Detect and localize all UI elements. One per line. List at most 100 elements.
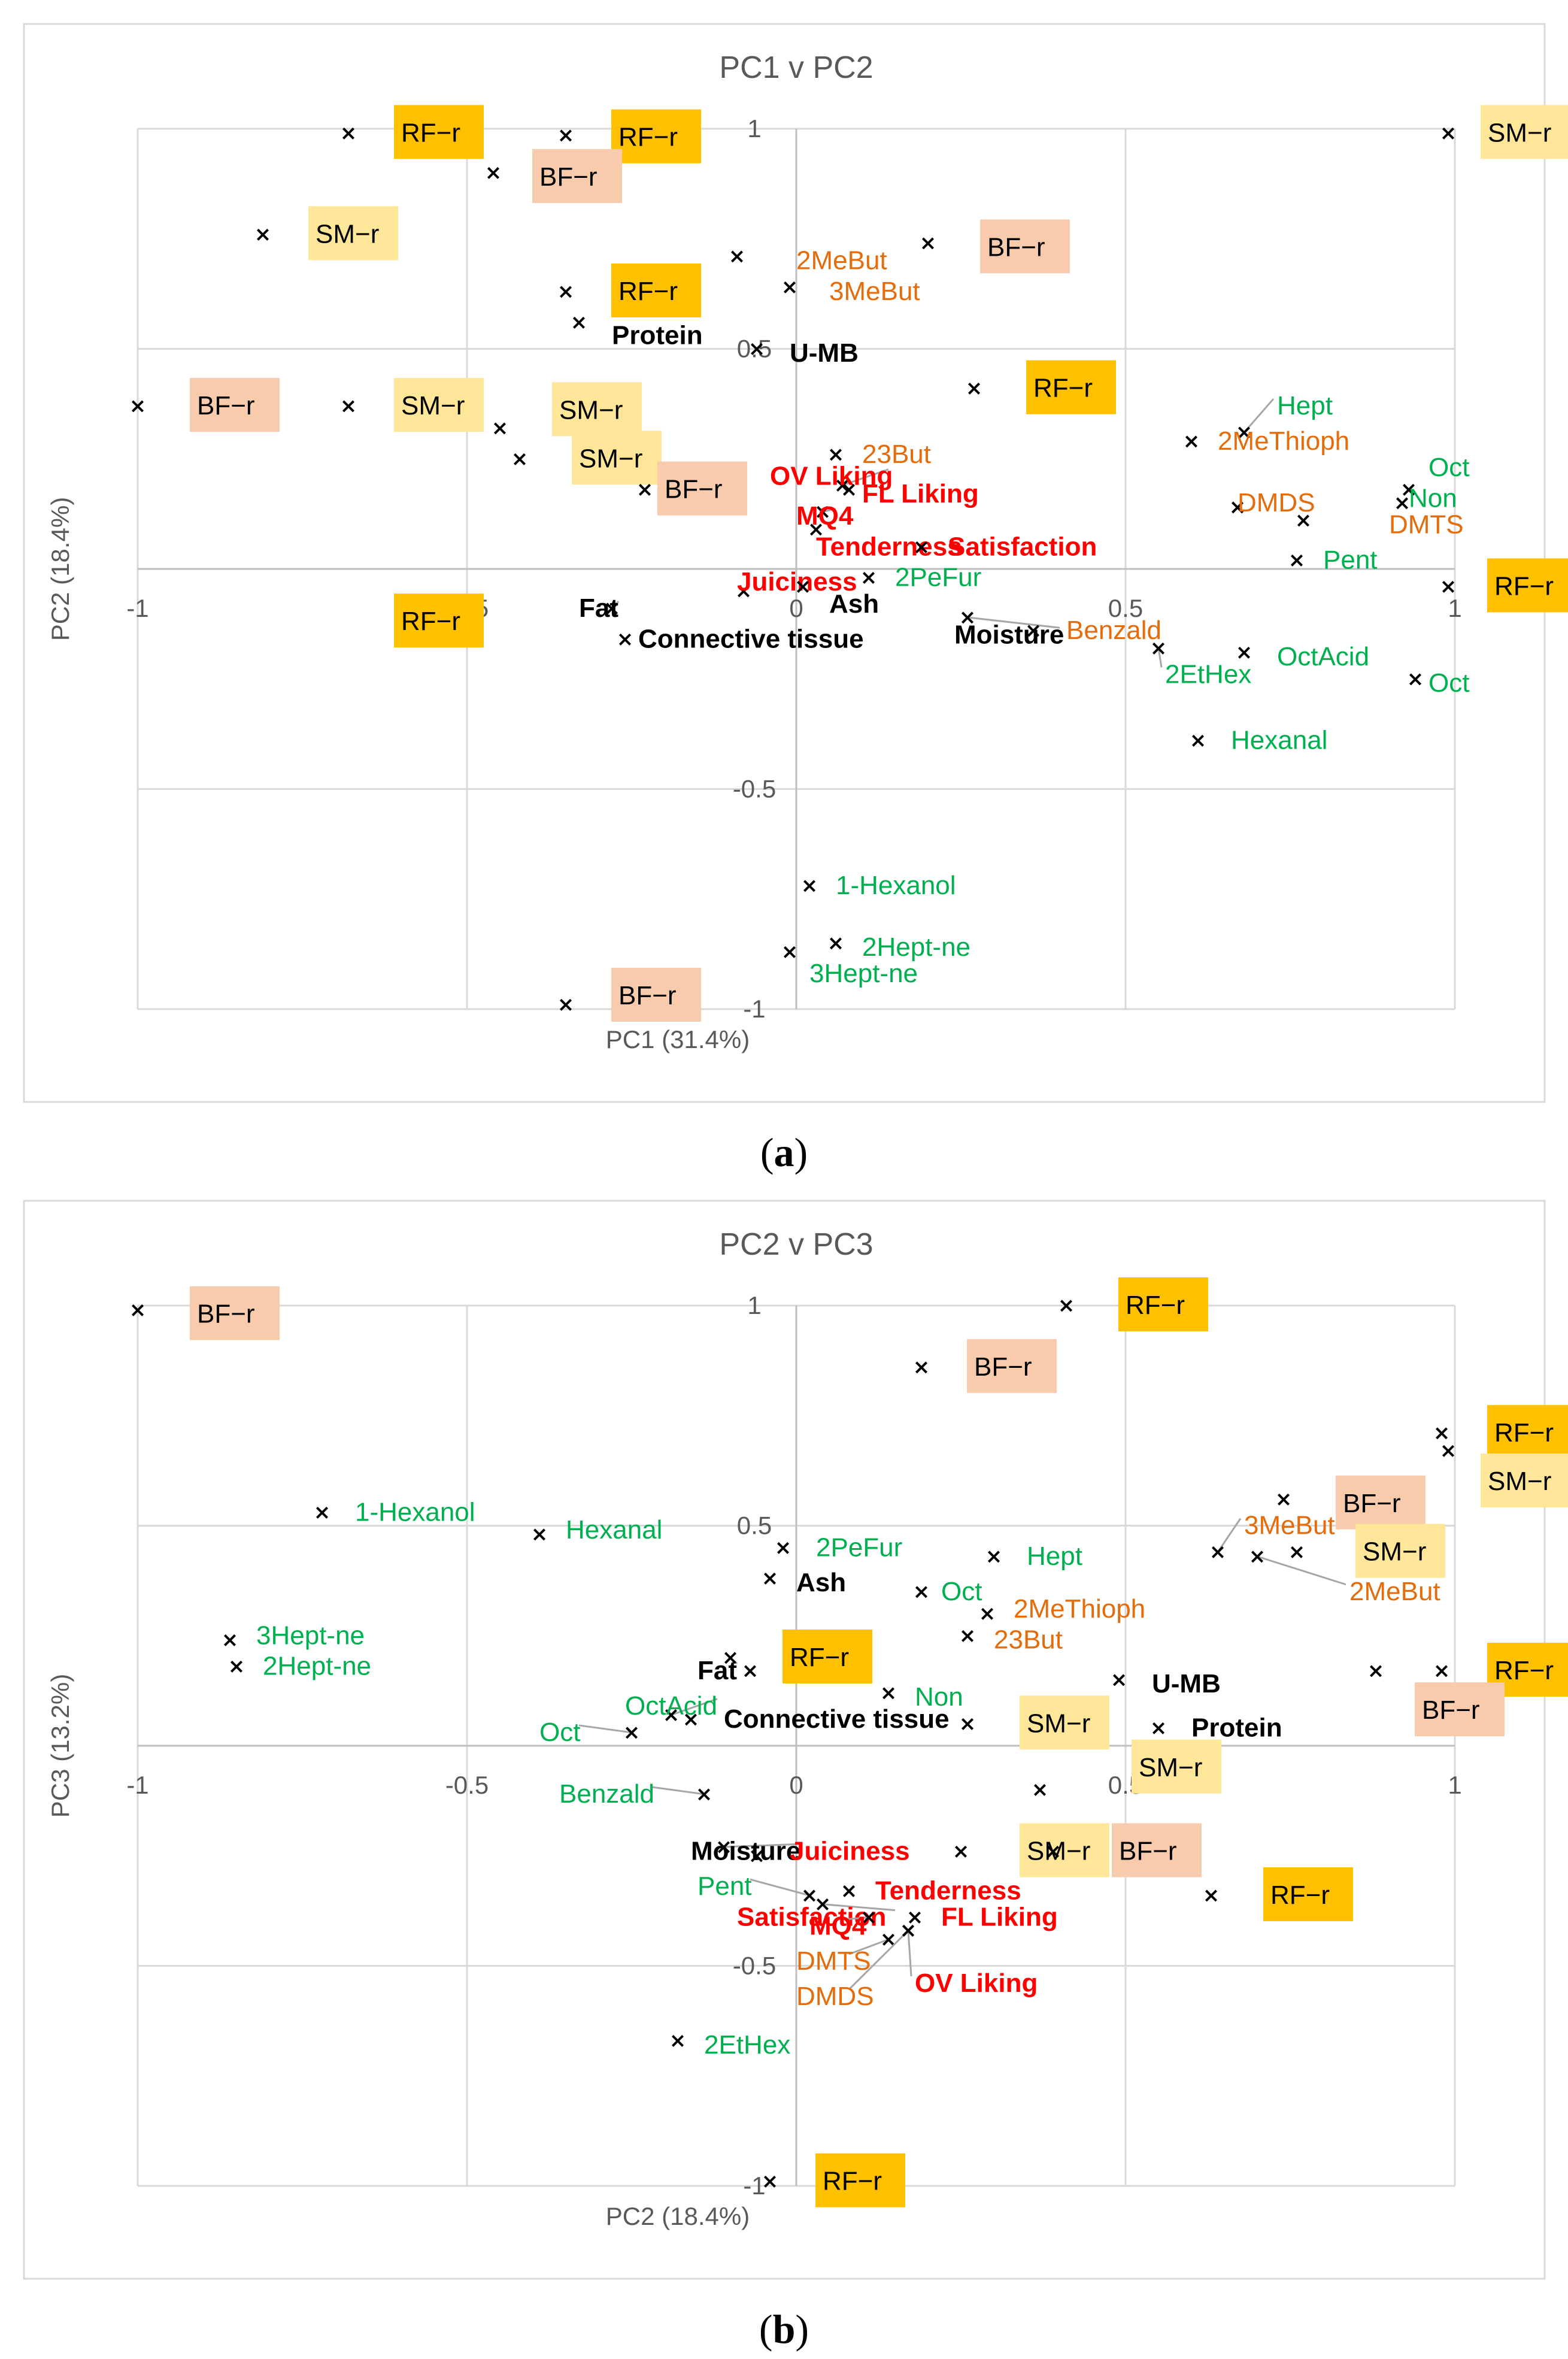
point-marker: × bbox=[900, 1919, 917, 1943]
point-label: SM−r bbox=[1027, 1709, 1090, 1738]
point-marker: × bbox=[979, 1602, 996, 1626]
point-label-box bbox=[980, 219, 1070, 274]
point-label: 2MeThioph bbox=[1014, 1594, 1145, 1624]
point-label-box bbox=[394, 593, 484, 648]
point-label: RF−r bbox=[1494, 1418, 1554, 1448]
y-tick-label: -0.5 bbox=[733, 1952, 776, 1980]
y-tick-label: 0.5 bbox=[737, 335, 772, 363]
x-tick-label: 0.5 bbox=[1108, 594, 1143, 622]
point-marker: × bbox=[571, 310, 588, 334]
point-label-box bbox=[967, 1339, 1057, 1393]
point-marker: × bbox=[841, 1879, 858, 1903]
x-tick-label: 0 bbox=[789, 1771, 803, 1799]
point-label: 2PeFur bbox=[816, 1533, 902, 1562]
caption-a-letter: a bbox=[774, 1129, 794, 1175]
point-label: BF−r bbox=[1422, 1695, 1480, 1725]
leader-line bbox=[1217, 1518, 1242, 1553]
x-tick-label: 0 bbox=[789, 594, 803, 622]
point-marker: × bbox=[814, 499, 832, 523]
point-marker: × bbox=[129, 394, 147, 418]
caption-a: (a) bbox=[760, 1129, 808, 1175]
point-label-box bbox=[1481, 105, 1568, 159]
leader-line bbox=[907, 1930, 912, 1976]
point-label: DMTS bbox=[796, 1946, 871, 1976]
point-marker: × bbox=[1433, 1659, 1451, 1683]
point-label: U-MB bbox=[790, 338, 859, 368]
point-label: SM−r bbox=[1027, 1836, 1090, 1866]
caption-b-letter: b bbox=[772, 2306, 796, 2352]
point-marker: × bbox=[636, 478, 654, 502]
point-label-box bbox=[783, 1630, 872, 1683]
point-label: 2Hept-ne bbox=[263, 1652, 371, 1681]
point-marker: × bbox=[1394, 491, 1411, 515]
leader-line bbox=[671, 1698, 718, 1716]
point-marker: × bbox=[1045, 1839, 1062, 1863]
point-marker: × bbox=[748, 337, 766, 361]
leader-line bbox=[1257, 1555, 1346, 1586]
point-label: Oct bbox=[1429, 668, 1469, 698]
point-label-box bbox=[308, 206, 398, 261]
point-label: SM−r bbox=[579, 444, 642, 473]
point-label: RF−r bbox=[790, 1643, 849, 1672]
point-label: Connective tissue bbox=[638, 625, 864, 654]
point-label-box bbox=[1020, 1823, 1109, 1877]
chart-title: PC1 v PC2 bbox=[719, 50, 873, 85]
y-tick-label: -0.5 bbox=[733, 775, 776, 803]
point-marker: × bbox=[808, 517, 825, 541]
point-marker: × bbox=[775, 1536, 792, 1559]
point-label: SM−r bbox=[316, 219, 379, 249]
point-marker: × bbox=[781, 940, 799, 964]
point-label: BF−r bbox=[987, 232, 1045, 262]
point-label: RF−r bbox=[1033, 374, 1093, 403]
leader-line bbox=[723, 1843, 797, 1848]
point-label: Oct bbox=[539, 1718, 580, 1747]
point-label: RF−r bbox=[618, 123, 678, 152]
point-label-box bbox=[394, 105, 484, 159]
leader-line bbox=[651, 1786, 705, 1795]
point-marker: × bbox=[1288, 548, 1306, 572]
point-label: SM−r bbox=[559, 395, 623, 425]
point-label: BF−r bbox=[665, 475, 723, 504]
x-tick-label: -1 bbox=[126, 1771, 148, 1799]
point-marker: × bbox=[834, 473, 851, 497]
point-marker: × bbox=[1025, 619, 1042, 643]
y-axis-label: PC3 (13.2%) bbox=[46, 1674, 74, 1818]
point-marker: × bbox=[827, 931, 845, 955]
point-marker: × bbox=[762, 1567, 779, 1591]
point-label: 3Hept-ne bbox=[256, 1621, 365, 1650]
point-label: BF−r bbox=[618, 981, 677, 1010]
point-label-box bbox=[572, 431, 662, 485]
point-label: Fat bbox=[697, 1656, 737, 1685]
point-marker: × bbox=[617, 628, 634, 652]
leader-line bbox=[822, 508, 836, 513]
point-label: 3MeBut bbox=[1244, 1511, 1335, 1540]
point-marker: × bbox=[1236, 641, 1253, 665]
point-marker: × bbox=[557, 280, 575, 304]
point-marker: × bbox=[814, 1892, 832, 1916]
point-label: 2Hept-ne bbox=[862, 932, 970, 962]
leader-line bbox=[1243, 398, 1275, 434]
point-marker: × bbox=[742, 1659, 759, 1683]
point-label: RF−r bbox=[1494, 1656, 1554, 1685]
point-marker: × bbox=[841, 478, 858, 502]
point-marker: × bbox=[1400, 478, 1418, 502]
point-marker: × bbox=[781, 275, 799, 299]
point-marker: × bbox=[1236, 420, 1253, 444]
y-tick-label: -1 bbox=[743, 995, 765, 1023]
point-marker: × bbox=[913, 1580, 930, 1604]
point-marker: × bbox=[485, 161, 502, 185]
point-label: DMDS bbox=[1238, 488, 1315, 517]
point-label-box bbox=[1487, 558, 1568, 613]
leader-line bbox=[1157, 648, 1163, 668]
point-marker: × bbox=[1058, 1294, 1075, 1318]
point-label: Benzald bbox=[1066, 616, 1161, 645]
point-label: Ash bbox=[829, 589, 879, 619]
point-marker: × bbox=[696, 1782, 713, 1806]
point-marker: × bbox=[729, 244, 746, 268]
leader-line bbox=[848, 1938, 889, 1955]
point-marker: × bbox=[314, 1500, 331, 1524]
point-marker: × bbox=[762, 2170, 779, 2194]
point-label: Benzald bbox=[559, 1779, 654, 1809]
point-marker: × bbox=[860, 566, 878, 590]
